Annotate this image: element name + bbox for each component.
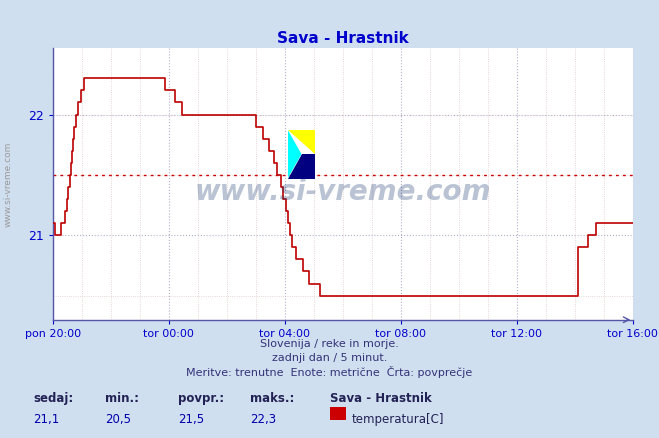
- Text: Meritve: trenutne  Enote: metrične  Črta: povprečje: Meritve: trenutne Enote: metrične Črta: …: [186, 366, 473, 378]
- Text: 21,1: 21,1: [33, 413, 59, 426]
- Text: www.si-vreme.com: www.si-vreme.com: [194, 178, 491, 206]
- Text: 22,3: 22,3: [250, 413, 277, 426]
- Title: Sava - Hrastnik: Sava - Hrastnik: [277, 31, 409, 46]
- Text: maks.:: maks.:: [250, 392, 295, 405]
- Text: zadnji dan / 5 minut.: zadnji dan / 5 minut.: [272, 353, 387, 363]
- Text: temperatura[C]: temperatura[C]: [351, 413, 444, 426]
- Text: min.:: min.:: [105, 392, 140, 405]
- Text: 21,5: 21,5: [178, 413, 204, 426]
- Text: 20,5: 20,5: [105, 413, 131, 426]
- Text: sedaj:: sedaj:: [33, 392, 73, 405]
- Text: www.si-vreme.com: www.si-vreme.com: [3, 141, 13, 226]
- Text: Sava - Hrastnik: Sava - Hrastnik: [330, 392, 431, 405]
- Text: povpr.:: povpr.:: [178, 392, 224, 405]
- Text: Slovenija / reke in morje.: Slovenija / reke in morje.: [260, 339, 399, 350]
